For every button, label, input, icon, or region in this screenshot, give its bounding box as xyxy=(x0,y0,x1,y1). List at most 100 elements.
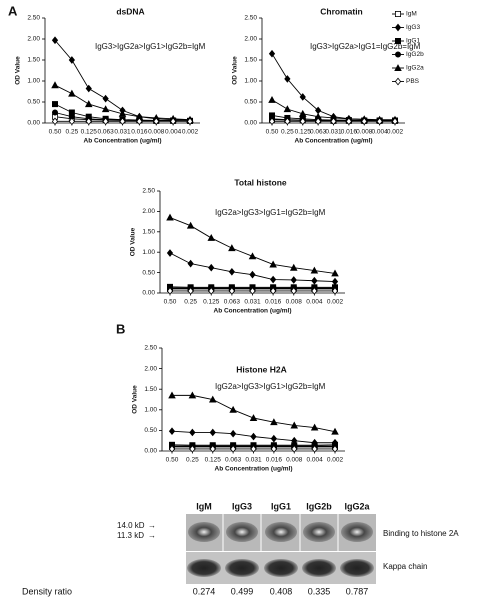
marker xyxy=(270,275,277,284)
x-axis-label: Ab Concentration (ug/ml) xyxy=(215,466,293,473)
marker xyxy=(270,445,277,453)
x-axis-label: Ab Concentration (ug/ml) xyxy=(214,308,292,315)
marker xyxy=(208,263,215,272)
annotation: IgG3>IgG2a>IgG1=IgG2b=IgM xyxy=(310,42,421,51)
panel-label: A xyxy=(8,3,18,18)
arrow: → xyxy=(148,531,156,540)
band xyxy=(188,522,220,542)
mw-marker: 11.3 kD xyxy=(117,531,144,540)
marker xyxy=(68,117,75,126)
x-tick-label: 0.004 xyxy=(165,129,182,136)
marker xyxy=(248,252,257,260)
line-chart: Chromatin IgG3>IgG2a>IgG1=IgG2b=IgM 0.00 0.… xyxy=(232,6,424,144)
marker xyxy=(68,89,76,97)
y-tick-label: 2.50 xyxy=(142,188,155,195)
row-label: Kappa chain xyxy=(383,562,427,571)
legend-marker xyxy=(394,77,402,86)
x-tick-label: 0.002 xyxy=(387,129,404,136)
y-tick-label: 0.00 xyxy=(244,120,257,127)
marker xyxy=(166,249,174,257)
marker xyxy=(186,117,194,126)
marker xyxy=(311,276,318,285)
marker xyxy=(376,117,383,126)
marker xyxy=(170,117,177,126)
y-tick-label: 2.50 xyxy=(244,15,257,22)
legend-label: IgG2b xyxy=(406,51,424,58)
marker xyxy=(330,117,337,126)
kappa-band xyxy=(264,559,298,577)
y-tick-label: 1.00 xyxy=(144,407,157,414)
marker xyxy=(168,391,176,399)
marker xyxy=(345,117,352,126)
legend-label: IgG1 xyxy=(406,38,420,45)
marker xyxy=(315,117,322,126)
density-value: 0.499 xyxy=(231,586,254,596)
x-tick-label: 0.002 xyxy=(327,299,344,306)
line-chart: Total histone IgG2a>IgG3>IgG1=IgG2b=IgM 0.… xyxy=(130,177,345,315)
x-tick-label: 0.50 xyxy=(266,129,279,136)
series-line xyxy=(169,217,336,274)
x-tick-label: 0.25 xyxy=(66,129,79,136)
marker xyxy=(85,117,92,126)
marker xyxy=(189,428,196,437)
band xyxy=(226,522,258,542)
y-tick-label: 2.00 xyxy=(142,208,155,215)
chart-title: Chromatin xyxy=(320,6,363,16)
marker xyxy=(153,117,160,126)
marker xyxy=(228,267,235,276)
y-tick-label: 0.50 xyxy=(27,99,40,106)
y-tick-label: 1.00 xyxy=(142,249,155,256)
marker xyxy=(208,287,215,295)
marker xyxy=(291,445,298,453)
density-value: 0.408 xyxy=(270,586,293,596)
marker xyxy=(268,117,276,126)
legend-marker xyxy=(394,23,402,32)
x-tick-label: 0.125 xyxy=(81,129,98,136)
x-tick-label: 0.125 xyxy=(295,129,312,136)
marker xyxy=(230,429,237,438)
marker xyxy=(166,287,174,295)
marker xyxy=(391,117,399,126)
x-tick-label: 0.50 xyxy=(166,457,179,464)
y-tick-label: 0.00 xyxy=(27,120,40,127)
x-tick-label: 0.063 xyxy=(224,299,241,306)
marker xyxy=(298,109,307,117)
density-value: 0.787 xyxy=(346,586,369,596)
x-tick-label: 0.004 xyxy=(371,129,388,136)
y-tick-label: 2.00 xyxy=(144,365,157,372)
band xyxy=(341,522,373,542)
x-tick-label: 0.063 xyxy=(310,129,327,136)
y-tick-label: 1.50 xyxy=(244,57,257,64)
x-tick-label: 0.031 xyxy=(245,457,262,464)
marker xyxy=(51,36,59,45)
x-tick-label: 0.031 xyxy=(114,129,131,136)
line-chart: dsDNA IgG3>IgG2a>IgG1>IgG2b=IgM 0.00 0.50 1.… xyxy=(15,6,206,144)
marker xyxy=(101,105,110,113)
lane-label: IgG3 xyxy=(232,501,252,511)
marker xyxy=(311,287,318,295)
x-axis-label: Ab Concentration (ug/ml) xyxy=(84,138,162,145)
marker xyxy=(290,276,297,284)
legend-marker xyxy=(394,51,401,58)
marker xyxy=(284,75,291,83)
annotation: IgG2a>IgG3>IgG1=IgG2b=IgM xyxy=(215,208,326,217)
marker xyxy=(68,56,75,64)
marker xyxy=(51,81,59,89)
marker xyxy=(249,287,256,295)
x-tick-label: 0.008 xyxy=(286,299,303,306)
y-tick-label: 2.00 xyxy=(27,36,40,43)
legend-label: IgG3 xyxy=(406,24,420,31)
y-tick-label: 1.50 xyxy=(27,57,40,64)
x-tick-label: 0.063 xyxy=(97,129,114,136)
lane-label: IgG2b xyxy=(306,501,332,511)
marker xyxy=(51,117,59,126)
row-label: Binding to histone 2A xyxy=(383,529,459,538)
marker xyxy=(284,117,291,126)
x-tick-label: 0.004 xyxy=(306,299,323,306)
marker xyxy=(331,287,339,295)
marker xyxy=(289,263,298,271)
marker xyxy=(269,260,277,268)
chart-title: dsDNA xyxy=(116,6,144,16)
legend-label: IgM xyxy=(406,11,417,18)
